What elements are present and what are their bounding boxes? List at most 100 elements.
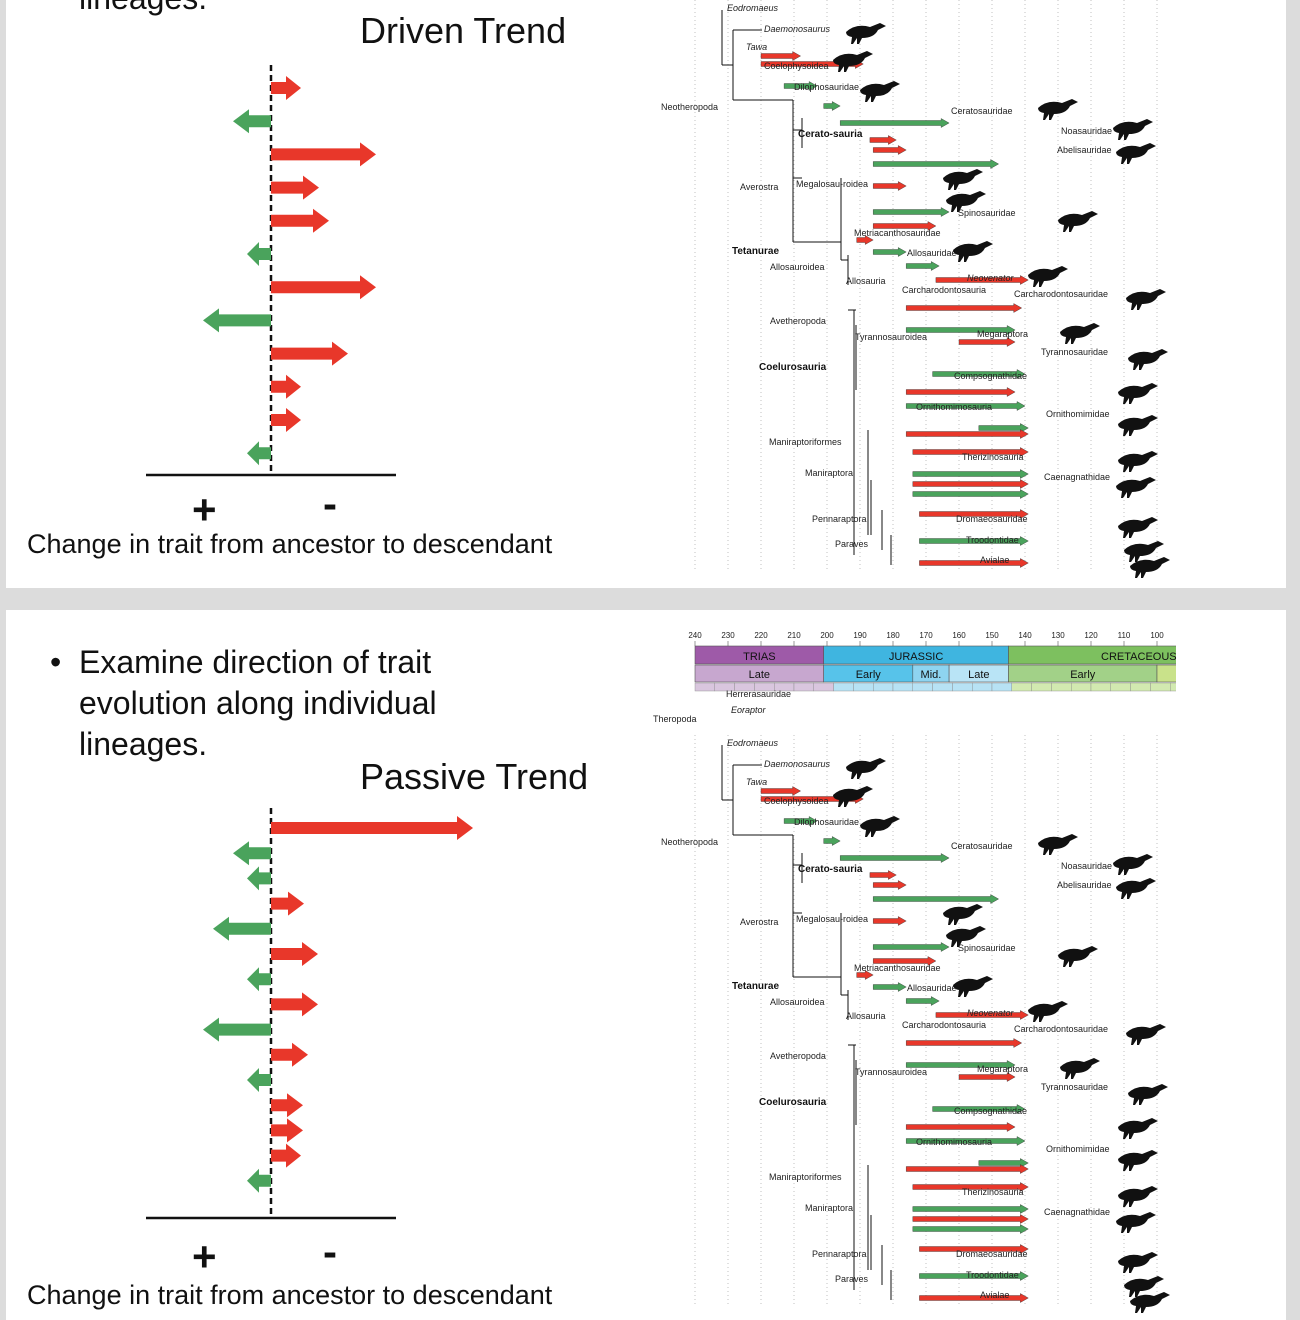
positive-change-arrow	[271, 408, 301, 432]
dinosaur-silhouette-icon	[1116, 878, 1156, 899]
age-label: 210	[787, 631, 801, 640]
decrease-lineage-arrow	[906, 1136, 1026, 1146]
dinosaur-silhouette-icon	[946, 926, 986, 947]
clade-label-averostra: Averostra	[740, 917, 778, 927]
taxon-label-caenagnathidae: Caenagnathidae	[1044, 472, 1110, 482]
clade-label-allosauroidea: Allosauroidea	[770, 262, 825, 272]
dinosaur-silhouette-icon	[1126, 289, 1166, 310]
taxon-label-dilophosauridae: Dilophosauridae	[794, 82, 859, 92]
positive-change-arrow	[271, 816, 473, 840]
decrease-lineage-arrow	[872, 159, 1000, 169]
decrease-lineage-arrow	[906, 261, 940, 271]
taxon-label-carcharodontosauridae: Carcharodontosauridae	[1014, 289, 1108, 299]
clade-label-maniraptoriformes: Maniraptoriformes	[769, 437, 842, 447]
slide-passive-trend: • Examine direction of trait evolution a…	[6, 610, 1286, 1320]
increase-lineage-arrow	[906, 429, 1029, 439]
stage-cell	[1090, 682, 1111, 692]
taxon-label-abelisauridae: Abelisauridae	[1057, 880, 1112, 890]
taxon-label-avialae: Avialae	[980, 555, 1009, 565]
plus-sign: +	[192, 1233, 217, 1280]
positive-change-arrow	[271, 76, 301, 100]
stage-cell	[1031, 682, 1052, 692]
negative-change-arrow	[247, 967, 271, 992]
clade-label-ceratosauria: Cerato-sauria	[798, 129, 863, 140]
clade-label-megalosauroidea: Megalosau-roidea	[796, 914, 868, 924]
taxon-label-tawa: Tawa	[746, 777, 767, 787]
dinosaur-silhouette-icon	[953, 241, 993, 262]
clade-label-allosauria: Allosauria	[846, 1011, 886, 1021]
dinosaur-silhouette-icon	[1028, 1001, 1068, 1022]
taxon-label-compsognathidae: Compsognathidae	[954, 1106, 1027, 1116]
age-label: 180	[886, 631, 900, 640]
taxon-label-abelisauridae: Abelisauridae	[1057, 145, 1112, 155]
minus-sign: -	[323, 480, 337, 527]
period-label: JURASSIC	[889, 651, 943, 663]
dinosaur-silhouette-icon	[833, 51, 873, 72]
stage-cell	[1110, 682, 1131, 692]
dinosaur-silhouette-icon	[860, 816, 900, 837]
age-label: 240	[688, 631, 702, 640]
decrease-lineage-arrow	[912, 469, 1029, 479]
age-label: 150	[985, 631, 999, 640]
stage-cell	[1170, 682, 1176, 692]
increase-lineage-arrow	[935, 1010, 1029, 1020]
arrow-plot	[146, 808, 473, 1220]
taxon-label-noasauridae: Noasauridae	[1061, 126, 1112, 136]
stage-cell	[932, 682, 953, 692]
stage-cell	[1011, 682, 1032, 692]
dinosaur-silhouette-icon	[860, 81, 900, 102]
stage-cell	[991, 682, 1012, 692]
clade-label-tyrannosauroidea: Tyrannosauroidea	[855, 332, 927, 342]
dinosaur-silhouette-icon	[833, 786, 873, 807]
arrow-plot	[146, 65, 396, 477]
clade-label-tetanurae: Tetanurae	[732, 981, 779, 992]
dinosaur-silhouette-icon	[1128, 349, 1168, 370]
age-label: 220	[754, 631, 768, 640]
taxon-label-eoraptor: Eoraptor	[731, 705, 767, 715]
age-label: 110	[1118, 631, 1131, 640]
taxon-label-daemonosaurus: Daemonosaurus	[764, 759, 831, 769]
clade-label-neotheropoda: Neotheropoda	[661, 837, 718, 847]
decrease-lineage-arrow	[783, 81, 818, 91]
bullet-tail: lineages.	[79, 0, 207, 19]
increase-lineage-arrow	[912, 1214, 1029, 1224]
period-label: CRETACEOUS	[1101, 651, 1176, 663]
decrease-lineage-arrow	[783, 816, 818, 826]
positive-change-arrow	[271, 208, 329, 233]
clade-label-tyrannosauroidea: Tyrannosauroidea	[855, 1067, 927, 1077]
taxon-label-neovenator: Neovenator	[967, 273, 1015, 283]
epoch-label: Early	[1070, 669, 1096, 681]
positive-change-arrow	[271, 275, 376, 300]
dinosaur-silhouette-icon	[1118, 383, 1158, 404]
age-label: 130	[1051, 631, 1065, 640]
epoch-label: Late	[749, 669, 770, 681]
negative-change-arrow	[233, 841, 271, 866]
phylogeny-figure: Neotheropoda Cerato-sauria Averostra Megalo…	[661, 0, 1170, 578]
positive-change-arrow	[271, 992, 318, 1017]
decrease-lineage-arrow	[932, 1104, 1026, 1114]
taxon-label-therizinosauria: Therizinosauria	[962, 1187, 1024, 1197]
positive-change-arrow	[271, 1118, 303, 1143]
clade-label-maniraptora: Maniraptora	[805, 468, 853, 478]
increase-lineage-arrow	[872, 221, 937, 231]
taxon-label-allosauridae: Allosauridae	[907, 983, 957, 993]
positive-change-arrow	[271, 1042, 308, 1067]
dinosaur-silhouette-icon	[1126, 1024, 1166, 1045]
clade-label-paraves: Paraves	[835, 539, 869, 549]
decrease-lineage-arrow	[906, 1060, 1016, 1070]
positive-change-arrow	[271, 1143, 301, 1168]
negative-change-arrow	[247, 866, 271, 891]
increase-lineage-arrow	[935, 275, 1029, 285]
decrease-lineage-arrow	[872, 207, 950, 217]
increase-lineage-arrow	[912, 447, 1029, 457]
clade-label-neotheropoda: Neotheropoda	[661, 102, 718, 112]
age-label: 170	[919, 631, 933, 640]
dinosaur-silhouette-icon	[1118, 415, 1158, 436]
age-label: 140	[1018, 631, 1032, 640]
increase-lineage-arrow	[958, 1072, 1016, 1082]
increase-lineage-arrow	[856, 235, 874, 245]
age-label: 190	[853, 631, 867, 640]
increase-lineage-arrow	[872, 956, 937, 966]
increase-lineage-arrow	[872, 181, 907, 191]
dinosaur-silhouette-icon	[1116, 477, 1156, 498]
